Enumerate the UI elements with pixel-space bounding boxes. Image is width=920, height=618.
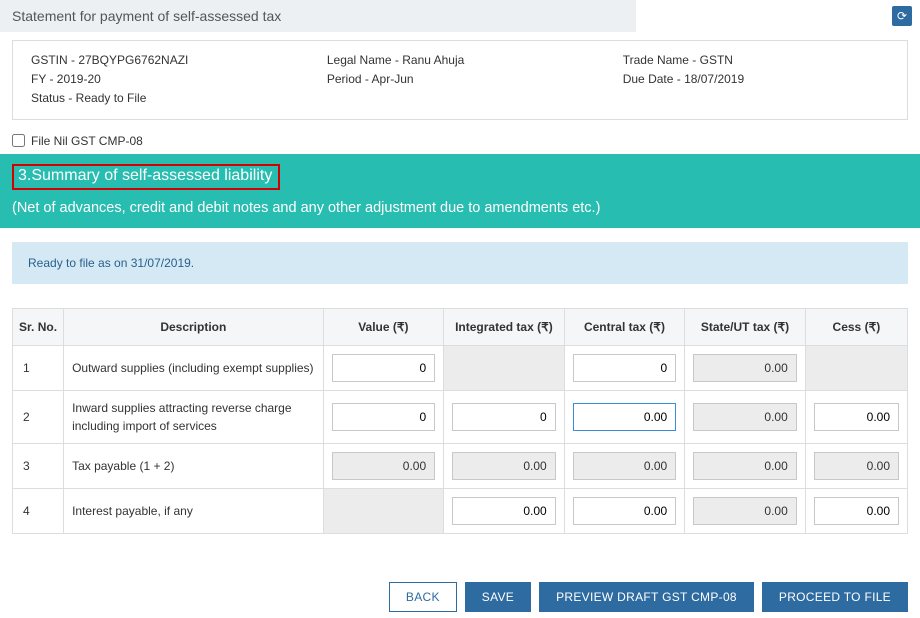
cell-cess xyxy=(805,391,907,444)
row-sr: 1 xyxy=(13,346,64,391)
cell-cgst xyxy=(564,444,685,489)
fy-label: FY - 2019-20 xyxy=(31,70,327,89)
cgst-input[interactable] xyxy=(573,497,677,525)
status-label: Status - Ready to File xyxy=(31,89,327,108)
cell-sgst xyxy=(685,391,806,444)
cell-cess xyxy=(805,346,907,391)
cell-sgst xyxy=(685,346,806,391)
table-row: 2Inward supplies attracting reverse char… xyxy=(13,391,908,444)
cell-cess xyxy=(805,489,907,534)
file-nil-checkbox[interactable] xyxy=(12,134,25,147)
refresh-icon: ⟳ xyxy=(897,9,907,23)
cess-input xyxy=(814,452,899,480)
period-label: Period - Apr-Jun xyxy=(327,70,623,89)
cell-cgst xyxy=(564,489,685,534)
info-panel: GSTIN - 27BQYPG6762NAZI FY - 2019-20 Sta… xyxy=(12,40,908,120)
save-button[interactable]: SAVE xyxy=(465,582,531,612)
sgst-input xyxy=(693,403,797,431)
cgst-input xyxy=(573,452,677,480)
th-cgst: Central tax (₹) xyxy=(564,308,685,346)
th-sgst: State/UT tax (₹) xyxy=(685,308,806,346)
file-nil-label: File Nil GST CMP-08 xyxy=(31,134,143,148)
sgst-input xyxy=(693,354,797,382)
cell-value xyxy=(323,444,444,489)
cell-cgst xyxy=(564,346,685,391)
value-input xyxy=(332,452,436,480)
igst-input xyxy=(452,452,556,480)
section-subtitle: (Net of advances, credit and debit notes… xyxy=(12,200,908,216)
cell-value xyxy=(323,489,444,534)
value-input[interactable] xyxy=(332,354,436,382)
legal-name-label: Legal Name - Ranu Ahuja xyxy=(327,51,623,70)
page-title: Statement for payment of self-assessed t… xyxy=(0,0,636,32)
igst-input[interactable] xyxy=(452,403,556,431)
table-row: 1Outward supplies (including exempt supp… xyxy=(13,346,908,391)
back-button[interactable]: BACK xyxy=(389,582,457,612)
section-title: 3.Summary of self-assessed liability xyxy=(12,164,280,190)
refresh-button[interactable]: ⟳ xyxy=(892,6,912,26)
row-desc: Inward supplies attracting reverse charg… xyxy=(64,391,324,444)
row-desc: Outward supplies (including exempt suppl… xyxy=(64,346,324,391)
liability-table: Sr. No. Description Value (₹) Integrated… xyxy=(12,308,908,535)
th-value: Value (₹) xyxy=(323,308,444,346)
cell-cess xyxy=(805,444,907,489)
section-banner: 3.Summary of self-assessed liability (Ne… xyxy=(0,154,920,228)
cess-input[interactable] xyxy=(814,497,899,525)
cgst-input[interactable] xyxy=(573,354,677,382)
gstin-label: GSTIN - 27BQYPG6762NAZI xyxy=(31,51,327,70)
row-sr: 3 xyxy=(13,444,64,489)
value-input[interactable] xyxy=(332,403,436,431)
cell-cgst xyxy=(564,391,685,444)
table-row: 3Tax payable (1 + 2) xyxy=(13,444,908,489)
cgst-input[interactable] xyxy=(573,403,677,431)
cell-igst xyxy=(444,489,565,534)
preview-button[interactable]: PREVIEW DRAFT GST CMP-08 xyxy=(539,582,754,612)
igst-input[interactable] xyxy=(452,497,556,525)
table-row: 4Interest payable, if any xyxy=(13,489,908,534)
row-desc: Tax payable (1 + 2) xyxy=(64,444,324,489)
cell-value xyxy=(323,346,444,391)
ready-status: Ready to file as on 31/07/2019. xyxy=(12,242,908,284)
row-sr: 2 xyxy=(13,391,64,444)
row-desc: Interest payable, if any xyxy=(64,489,324,534)
cell-sgst xyxy=(685,444,806,489)
cell-igst xyxy=(444,444,565,489)
proceed-button[interactable]: PROCEED TO FILE xyxy=(762,582,908,612)
th-desc: Description xyxy=(64,308,324,346)
cell-sgst xyxy=(685,489,806,534)
cell-igst xyxy=(444,346,565,391)
row-sr: 4 xyxy=(13,489,64,534)
trade-name-label: Trade Name - GSTN xyxy=(623,51,889,70)
th-cess: Cess (₹) xyxy=(805,308,907,346)
th-sr: Sr. No. xyxy=(13,308,64,346)
cell-igst xyxy=(444,391,565,444)
cess-input[interactable] xyxy=(814,403,899,431)
sgst-input xyxy=(693,497,797,525)
cell-value xyxy=(323,391,444,444)
sgst-input xyxy=(693,452,797,480)
due-date-label: Due Date - 18/07/2019 xyxy=(623,70,889,89)
th-igst: Integrated tax (₹) xyxy=(444,308,565,346)
